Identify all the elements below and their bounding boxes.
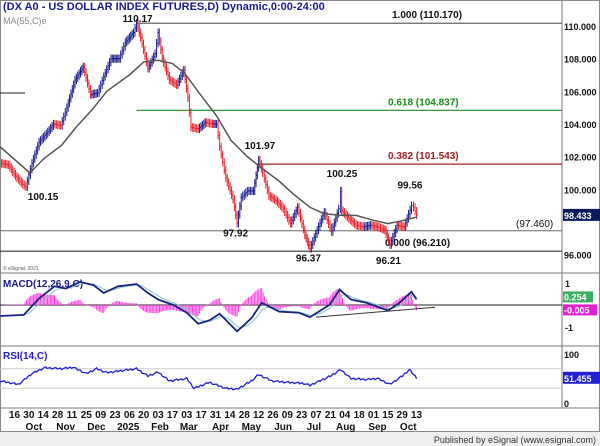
footer-bar: [0, 432, 600, 446]
price-axis-tick: 106.000: [564, 87, 597, 97]
month-tick: Apr: [212, 422, 229, 433]
date-tick: 28: [52, 410, 64, 421]
support-label: (97.460): [516, 219, 553, 230]
price-axis-tick: 96.000: [564, 251, 592, 261]
ma55-line: [0, 59, 417, 225]
date-tick: 20: [138, 410, 150, 421]
date-tick: 31: [210, 410, 222, 421]
date-tick: 06: [124, 410, 136, 421]
fib-label-0.000: 0.000 (96.210): [385, 238, 450, 249]
fib-label-0.382: 0.382 (101.543): [388, 151, 459, 162]
date-tick: 12: [253, 410, 265, 421]
month-tick: Nov: [56, 422, 75, 433]
last-price-label: 98.433: [564, 211, 592, 221]
price-annotation: 96.37: [296, 254, 321, 265]
date-tick: 11: [67, 410, 78, 421]
copyright: © eSignal, 2021: [3, 265, 39, 272]
date-tick: 25: [81, 410, 93, 421]
month-tick: Dec: [87, 422, 106, 433]
rsi-value-label: 51.455: [564, 374, 592, 384]
date-tick: 04: [339, 410, 351, 421]
month-tick: Jun: [274, 422, 292, 433]
price-annotation: 110.17: [123, 14, 153, 25]
date-tick: 23: [109, 410, 121, 421]
hist-value-box: [563, 304, 597, 316]
rsi-line: [0, 366, 418, 391]
footer-text: Published by eSignal (www.esignal.com): [434, 435, 596, 445]
fib-label-0.618: 0.618 (104.837): [388, 97, 459, 108]
date-tick: 13: [411, 410, 423, 421]
date-tick: 26: [267, 410, 279, 421]
date-tick: 17: [196, 410, 208, 421]
date-tick: 14: [38, 410, 50, 421]
date-tick: 28: [239, 410, 251, 421]
price-annotation: 97.92: [223, 228, 248, 239]
rsi-axis-tick: 0: [564, 399, 569, 409]
date-tick: 18: [354, 410, 366, 421]
price-annotation: 101.97: [245, 141, 276, 152]
macd-title: MACD(12,26,9,C): [3, 279, 83, 290]
rsi-title: RSI(14,C): [3, 351, 47, 362]
ma-label: MA(55,C)e: [3, 16, 47, 26]
macd-value-box: [563, 291, 593, 303]
price-axis-tick: 110.000: [564, 22, 596, 32]
price-annotation: 100.25: [327, 169, 358, 180]
price-annotation: 96.21: [376, 256, 401, 267]
date-tick: 09: [95, 410, 107, 421]
month-tick: Feb: [151, 422, 169, 433]
month-tick: Oct: [400, 422, 417, 433]
price-axis-tick: 100.000: [564, 185, 597, 195]
date-tick: 07: [310, 410, 322, 421]
macd-value-label: 0.254: [564, 292, 587, 302]
date-tick: 01: [368, 410, 380, 421]
macd-trendline: [316, 306, 436, 318]
hist-value-label: -0.005: [564, 305, 590, 315]
date-tick: 15: [382, 410, 394, 421]
month-tick: Oct: [26, 422, 43, 433]
date-tick: 03: [153, 410, 165, 421]
month-tick: Aug: [336, 422, 355, 433]
date-tick: 16: [9, 410, 21, 421]
rsi-axis-tick: 100: [564, 350, 579, 360]
macd-line: [0, 280, 418, 333]
date-tick: 03: [181, 410, 193, 421]
price-axis-tick: 102.000: [564, 153, 597, 163]
date-tick: 17: [167, 410, 179, 421]
date-tick: 14: [224, 410, 236, 421]
date-tick: 30: [23, 410, 35, 421]
price-annotation: 100.15: [28, 192, 59, 203]
last-price-box: [563, 208, 600, 221]
date-tick: 29: [397, 410, 409, 421]
month-tick: 2025: [117, 422, 140, 433]
date-tick: 23: [296, 410, 308, 421]
price-annotation: 99.56: [397, 180, 422, 191]
date-tick: 09: [282, 410, 294, 421]
price-axis-tick: 104.000: [564, 120, 597, 130]
chart-title: (DX A0 - US DOLLAR INDEX FUTURES,D) Dyna…: [3, 1, 325, 13]
macd-axis-tick: 1: [565, 279, 570, 289]
date-tick: 21: [325, 410, 337, 421]
price-axis-tick: 108.000: [564, 55, 597, 65]
month-tick: Sep: [368, 422, 386, 433]
month-tick: Mar: [180, 422, 198, 433]
rsi-value-box: [563, 371, 600, 384]
month-tick: May: [242, 422, 262, 433]
macd-axis-tick: -1: [565, 323, 573, 333]
fib-label-1.000: 1.000 (110.170): [392, 10, 462, 21]
month-tick: Jul: [307, 422, 322, 433]
